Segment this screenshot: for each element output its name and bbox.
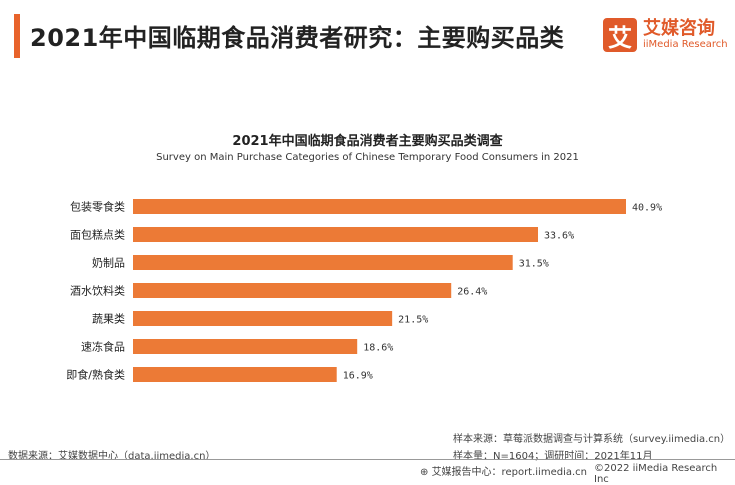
report-center: ⊕ 艾媒报告中心：report.iimedia.cn (420, 463, 587, 478)
bar (133, 255, 513, 270)
value-label: 26.4% (457, 287, 487, 298)
sample-source: 样本来源：草莓派数据调查与计算系统（survey.iimedia.cn） (453, 434, 731, 445)
page-title: 2021年中国临期食品消费者研究：主要购买品类 (30, 24, 565, 52)
report-link: 艾媒报告中心：report.iimedia.cn (431, 467, 588, 478)
bar (133, 227, 539, 242)
value-label: 21.5% (398, 315, 428, 326)
bar (133, 339, 358, 354)
copyright: ©2022 iiMedia Research Inc (594, 463, 718, 485)
chart-title: 2021年中国临期食品消费者主要购买品类调查 (232, 134, 503, 149)
data-source: 数据来源：艾媒数据中心（data.iimedia.cn） (8, 451, 216, 462)
value-label: 40.9% (632, 203, 662, 214)
logo-en: iiMedia Research (643, 39, 728, 50)
category-label: 蔬果类 (92, 312, 125, 326)
category-label: 包装零食类 (70, 200, 125, 214)
logo-cn: 艾媒咨询 (643, 18, 715, 39)
value-label: 18.6% (363, 343, 393, 354)
value-label: 31.5% (519, 259, 549, 270)
chart-subtitle: Survey on Main Purchase Categories of Ch… (156, 152, 579, 163)
value-label: 33.6% (544, 231, 574, 242)
bar (133, 283, 452, 298)
title-accent-bar (14, 14, 20, 58)
bar (133, 199, 626, 214)
category-label: 面包糕点类 (70, 228, 125, 242)
category-label: 奶制品 (92, 256, 125, 270)
globe-icon: ⊕ (420, 467, 432, 478)
iimedia-logo: 艾 艾媒咨询 iiMedia Research (603, 18, 728, 52)
sample-size: 样本量：N=1604；调研时间：2021年11月 (453, 451, 653, 462)
category-label: 即食/熟食类 (66, 368, 125, 382)
category-label: 酒水饮料类 (70, 284, 125, 298)
bar (133, 367, 337, 382)
bar (133, 311, 393, 326)
value-label: 16.9% (343, 371, 373, 382)
logo-mark: 艾 (603, 18, 637, 52)
footer-divider (0, 459, 735, 460)
category-label: 速冻食品 (81, 340, 125, 354)
